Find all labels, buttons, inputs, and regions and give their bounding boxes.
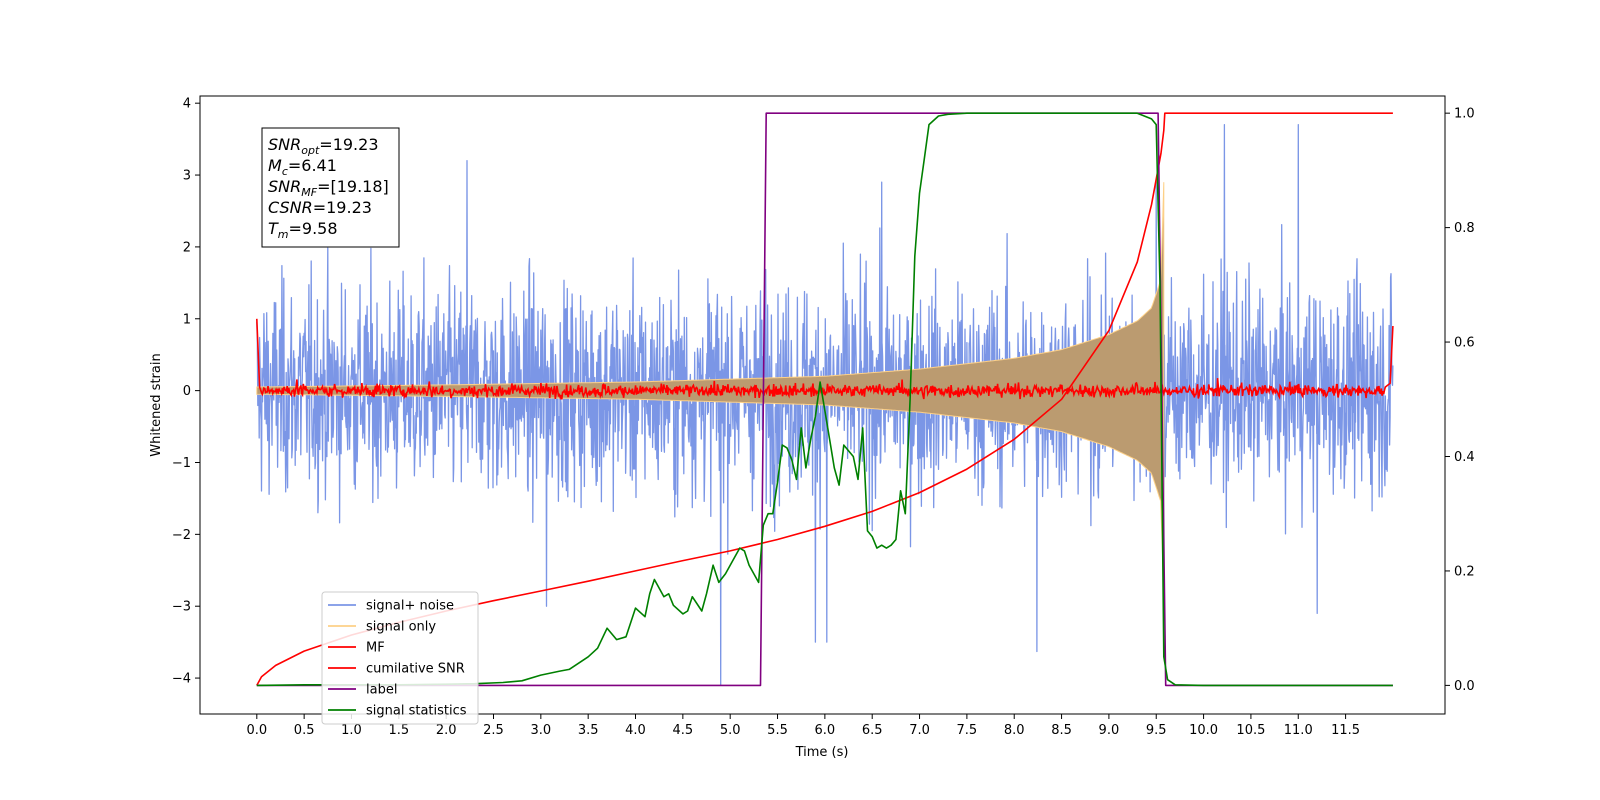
x-tick-label: 7.5 bbox=[957, 723, 978, 738]
annotation-line: Mc=6.41 bbox=[268, 156, 337, 178]
annotation-frame bbox=[261, 127, 400, 248]
y-tick-label: 3 bbox=[183, 169, 191, 184]
legend-label: signal statistics bbox=[366, 704, 467, 719]
x-tick-label: 7.0 bbox=[909, 723, 930, 738]
legend-label: signal only bbox=[366, 620, 436, 635]
y-axis-title: Whitened strain bbox=[149, 353, 164, 456]
series-mf bbox=[256, 318, 1394, 401]
x-tick-label: 11.0 bbox=[1284, 723, 1313, 738]
y-tick-label: −2 bbox=[172, 528, 191, 543]
x-tick-label: 2.5 bbox=[483, 723, 504, 738]
x-tick-label: 4.5 bbox=[673, 723, 694, 738]
y-tick-label: 4 bbox=[183, 97, 191, 112]
axes: 0.0 0.5 1.0 1.5 2.0 2.5 3.0 3.5 4.0 4.5 5.0 5.5 6.0 6… bbox=[172, 97, 1475, 738]
legend: signal+ noise signal only MF cumilative SNR… bbox=[321, 591, 479, 725]
x-tick-label: 11.5 bbox=[1331, 723, 1360, 738]
x-tick-label: 1.5 bbox=[388, 723, 409, 738]
y-tick-label: −4 bbox=[172, 672, 191, 687]
y2-tick-label: 0.0 bbox=[1454, 679, 1475, 694]
legend-label: signal+ noise bbox=[366, 599, 454, 614]
x-tick-label: 2.0 bbox=[436, 723, 457, 738]
y-tick-label: −1 bbox=[172, 456, 191, 471]
legend-frame bbox=[321, 591, 479, 725]
x-tick-label: 6.0 bbox=[815, 723, 836, 738]
annotation-line: Tm=9.58 bbox=[268, 219, 338, 241]
x-tick-label: 5.5 bbox=[767, 723, 788, 738]
x-tick-label: 8.0 bbox=[1004, 723, 1025, 738]
y2-tick-label: 0.6 bbox=[1454, 336, 1475, 351]
y-tick-label: −3 bbox=[172, 600, 191, 615]
x-tick-label: 3.5 bbox=[578, 723, 599, 738]
x-tick-label: 10.5 bbox=[1236, 723, 1265, 738]
y2-tick-label: 0.8 bbox=[1454, 221, 1475, 236]
legend-label: cumilative SNR bbox=[366, 662, 465, 677]
x-tick-label: 0.5 bbox=[294, 723, 315, 738]
x-axis-title: Time (s) bbox=[795, 745, 849, 760]
y-tick-label: 0 bbox=[183, 384, 191, 399]
x-tick-label: 4.0 bbox=[625, 723, 646, 738]
x-tick-label: 1.0 bbox=[341, 723, 362, 738]
x-tick-label: 9.5 bbox=[1146, 723, 1167, 738]
y2-tick-label: 0.2 bbox=[1454, 564, 1475, 579]
annotation-line: SNRMF=[19.18] bbox=[268, 177, 389, 199]
annotation-line: CSNR=19.23 bbox=[268, 198, 372, 217]
x-tick-label: 3.0 bbox=[530, 723, 551, 738]
legend-label: label bbox=[366, 683, 397, 698]
annotation-box: SNRopt=19.23Mc=6.41SNRMF=[19.18]CSNR=19.… bbox=[261, 127, 400, 248]
y-tick-label: 1 bbox=[183, 312, 191, 327]
x-tick-label: 6.5 bbox=[862, 723, 883, 738]
y2-tick-label: 1.0 bbox=[1454, 107, 1475, 122]
annotation-line: SNRopt=19.23 bbox=[268, 135, 379, 157]
y-tick-label: 2 bbox=[183, 240, 191, 255]
x-tick-label: 8.5 bbox=[1051, 723, 1072, 738]
y2-tick-label: 0.4 bbox=[1454, 450, 1475, 465]
x-tick-label: 0.0 bbox=[246, 723, 267, 738]
plot-frame bbox=[199, 95, 1446, 715]
legend-label: MF bbox=[366, 641, 385, 656]
series-signal-statistics bbox=[256, 112, 1393, 687]
x-tick-label: 10.0 bbox=[1189, 723, 1218, 738]
x-tick-label: 9.0 bbox=[1099, 723, 1120, 738]
x-tick-label: 5.0 bbox=[720, 723, 741, 738]
